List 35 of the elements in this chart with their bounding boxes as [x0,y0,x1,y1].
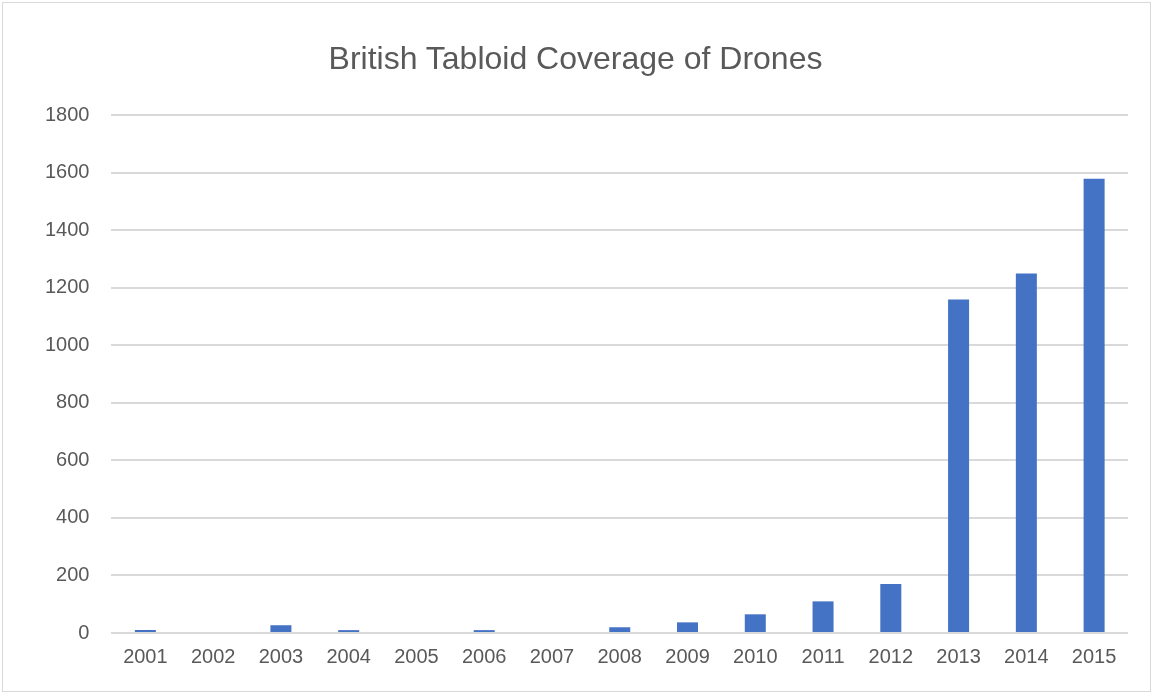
x-tick-label: 2003 [258,644,304,667]
x-tick-label: 2015 [1071,644,1117,667]
bar [677,622,699,632]
x-tick-label: 2014 [1004,644,1049,667]
bar [609,627,631,632]
x-tick-label: 2002 [190,644,236,667]
y-tick-label: 200 [56,563,90,585]
y-tick-label: 1400 [44,217,90,240]
x-tick-label: 2001 [123,644,168,667]
y-tick-label: 1600 [44,160,90,183]
y-tick-label: 800 [56,390,90,413]
bar [270,625,292,632]
y-tick-label: 1200 [44,275,90,298]
y-tick-label: 0 [78,620,90,643]
bar [744,614,766,632]
bar [880,584,902,632]
bar [1083,178,1105,632]
bar [1015,273,1037,632]
x-tick-label: 2006 [461,644,507,667]
x-tick-label: 2012 [868,644,914,667]
bar [948,299,970,632]
x-tick-label: 2007 [529,644,575,667]
x-tick-label: 2005 [394,644,439,667]
x-tick-label: 2013 [936,644,981,667]
y-tick-label: 1000 [44,332,90,355]
y-tick-label: 600 [56,447,90,470]
y-tick-label: 1800 [44,102,90,125]
x-tick-label: 2010 [733,644,778,667]
y-tick-label: 400 [56,505,90,528]
x-tick-label: 2011 [801,644,845,667]
chart-title: British Tabloid Coverage of Drones [328,40,823,77]
bar [812,601,834,632]
x-tick-label: 2009 [665,644,710,667]
x-tick-label: 2008 [597,644,642,667]
x-tick-label: 2004 [326,644,371,667]
